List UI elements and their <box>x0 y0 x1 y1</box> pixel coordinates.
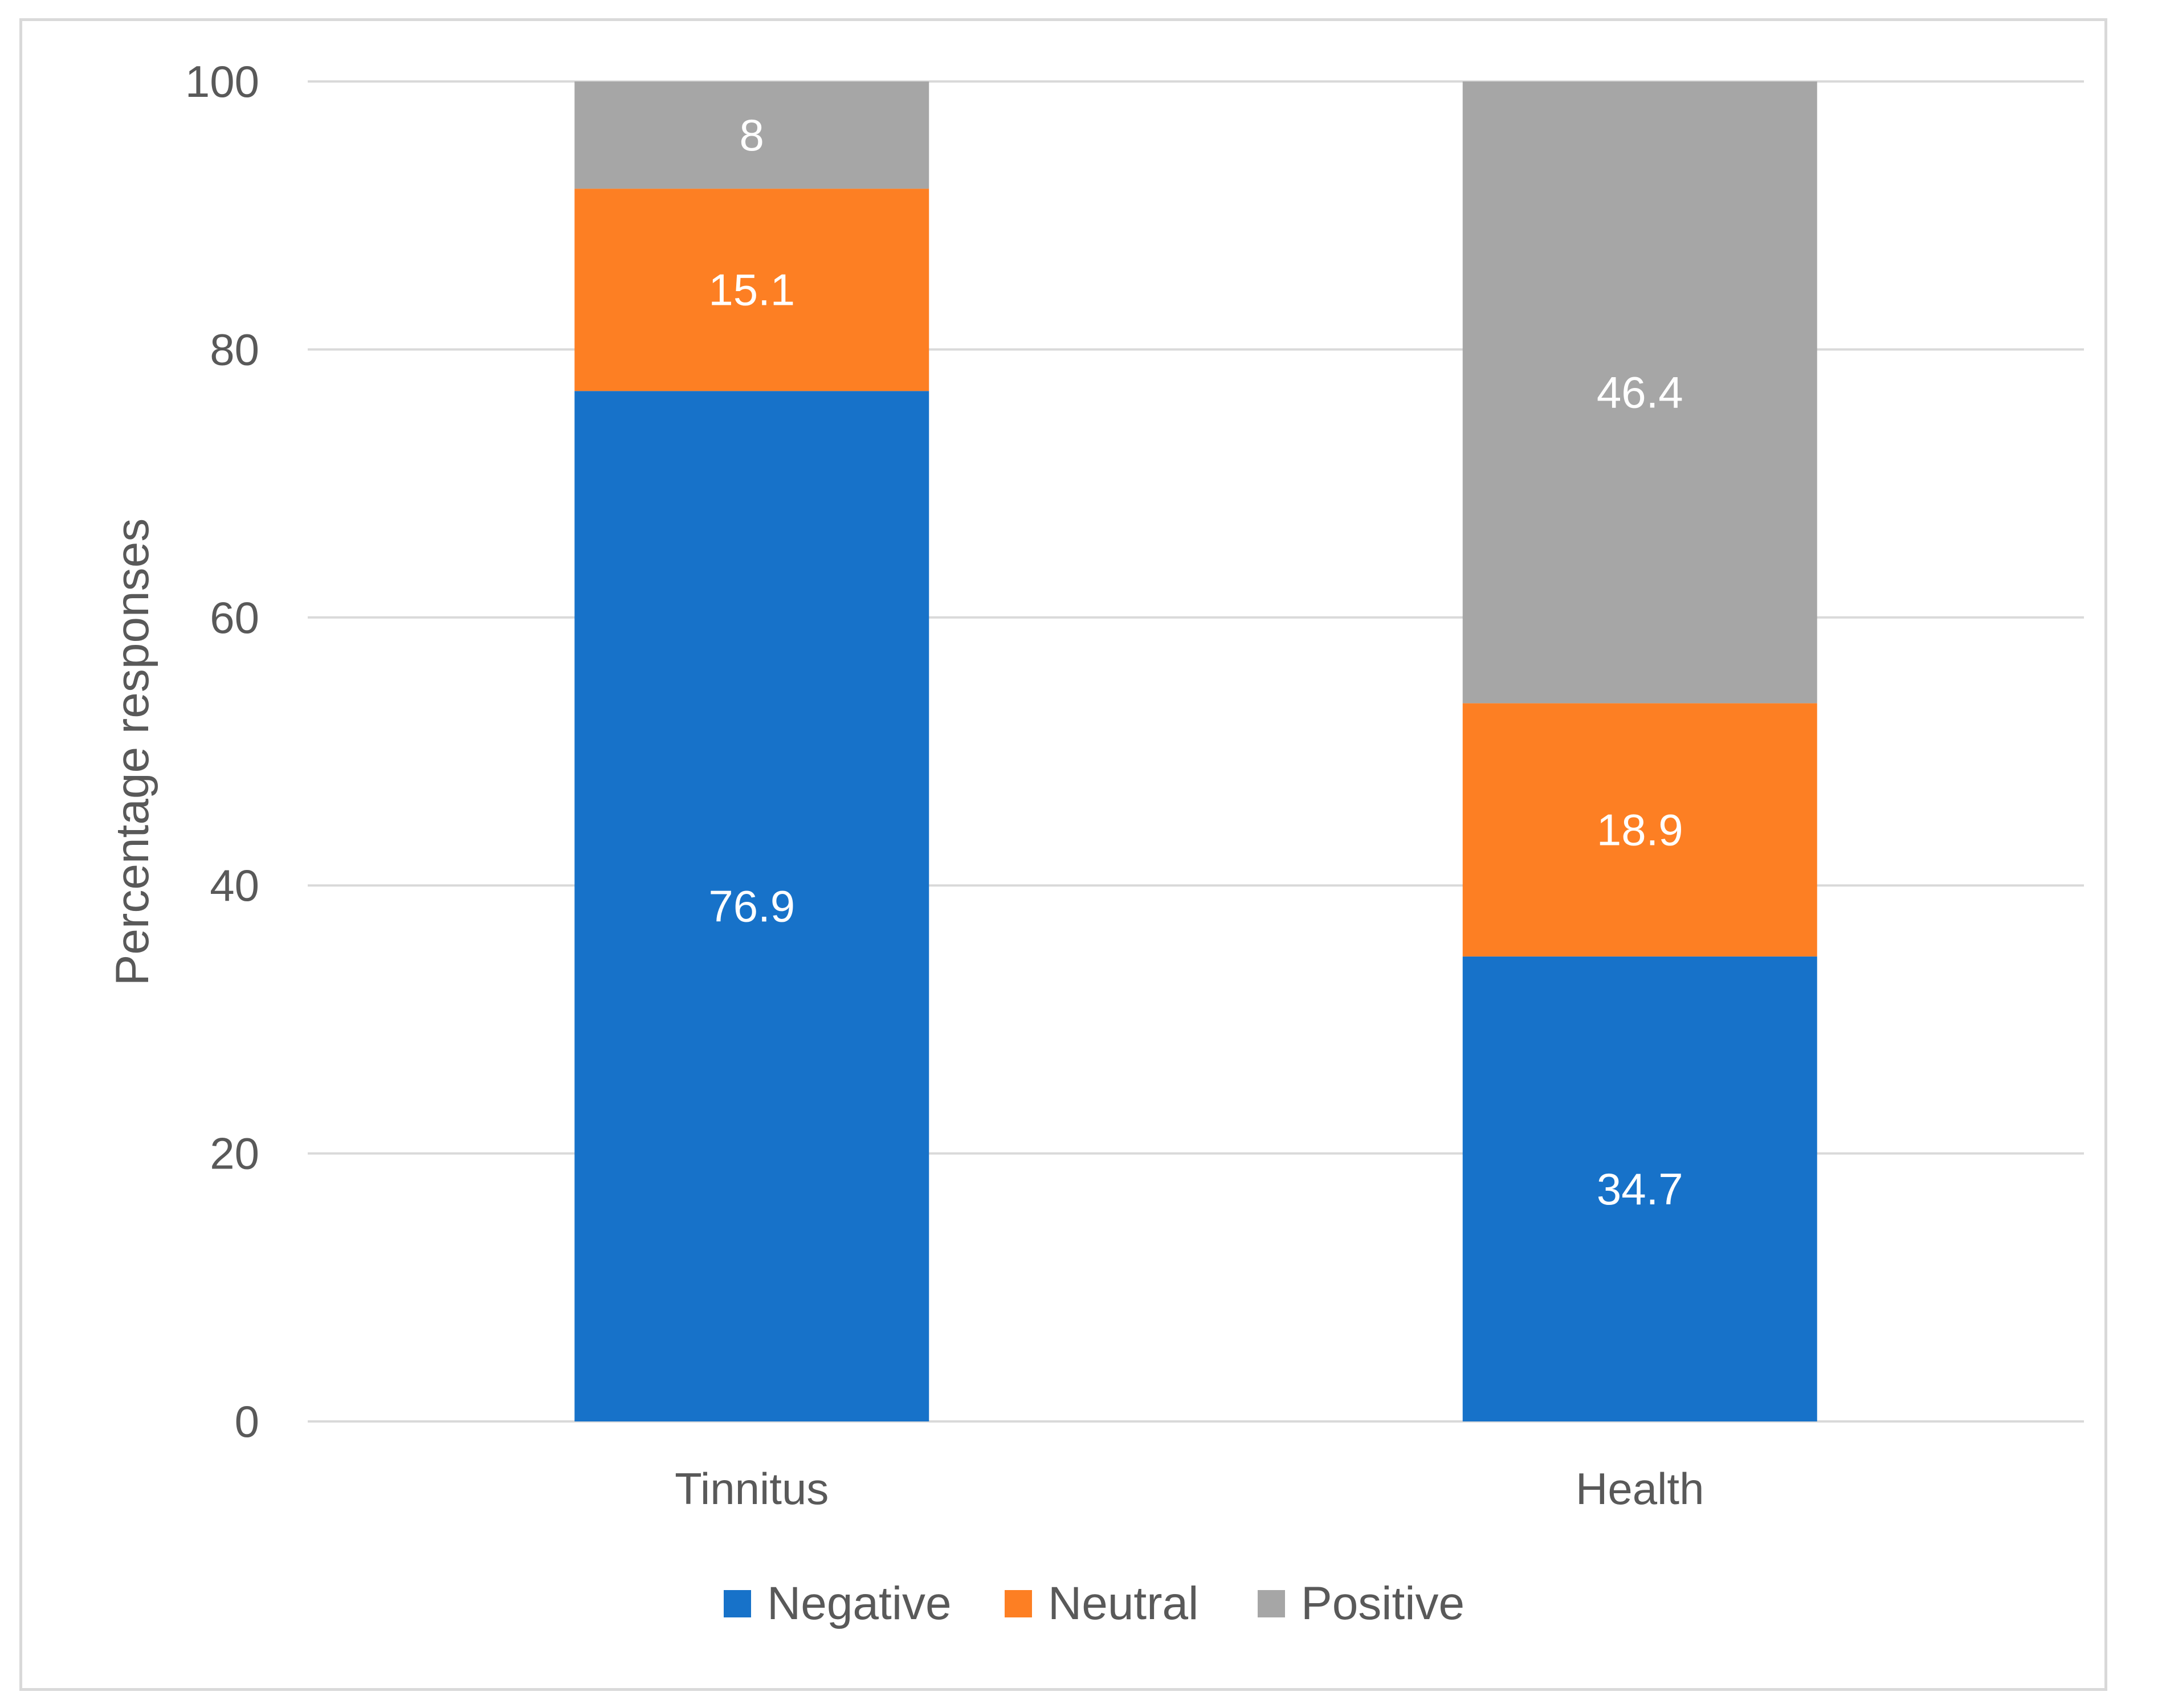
data-label-health-negative: 34.7 <box>1597 1164 1683 1214</box>
data-label-tinnitus-positive: 8 <box>740 110 764 160</box>
legend-swatch-negative <box>724 1590 751 1617</box>
x-tick-label-tinnitus: Tinnitus <box>675 1464 829 1514</box>
y-tick-label: 100 <box>185 56 259 107</box>
y-tick-label: 40 <box>210 860 259 910</box>
y-axis-ticks: 0 20 40 60 80 100 <box>185 56 259 1447</box>
data-labels: 76.9 15.1 8 34.7 18.9 46.4 <box>708 110 1683 1214</box>
bar-tinnitus-negative <box>574 391 929 1421</box>
legend-label-negative: Negative <box>767 1578 952 1629</box>
bar-health-negative <box>1462 956 1817 1421</box>
data-label-health-neutral: 18.9 <box>1597 805 1683 855</box>
bar-tinnitus-positive <box>574 81 929 189</box>
bar-health-neutral <box>1462 703 1817 957</box>
x-axis-ticks: Tinnitus Health <box>675 1464 1704 1514</box>
bar-tinnitus-neutral <box>574 189 929 391</box>
legend-label-positive: Positive <box>1301 1578 1465 1629</box>
gridlines <box>308 80 2084 1423</box>
legend-swatch-positive <box>1258 1590 1285 1617</box>
y-axis-title: Percentage responses <box>107 518 158 986</box>
y-tick-label: 0 <box>235 1396 259 1447</box>
legend: Negative Neutral Positive <box>724 1578 1465 1629</box>
x-tick-label-health: Health <box>1576 1464 1704 1514</box>
y-tick-label: 60 <box>210 593 259 643</box>
bar-health-positive <box>1462 81 1817 704</box>
data-label-health-positive: 46.4 <box>1597 367 1683 418</box>
y-tick-label: 20 <box>210 1129 259 1179</box>
y-tick-label: 80 <box>210 324 259 374</box>
bars <box>574 81 1817 1421</box>
legend-swatch-neutral <box>1005 1590 1032 1617</box>
data-label-tinnitus-negative: 76.9 <box>708 881 795 931</box>
legend-label-neutral: Neutral <box>1048 1578 1198 1629</box>
data-label-tinnitus-neutral: 15.1 <box>708 265 795 315</box>
